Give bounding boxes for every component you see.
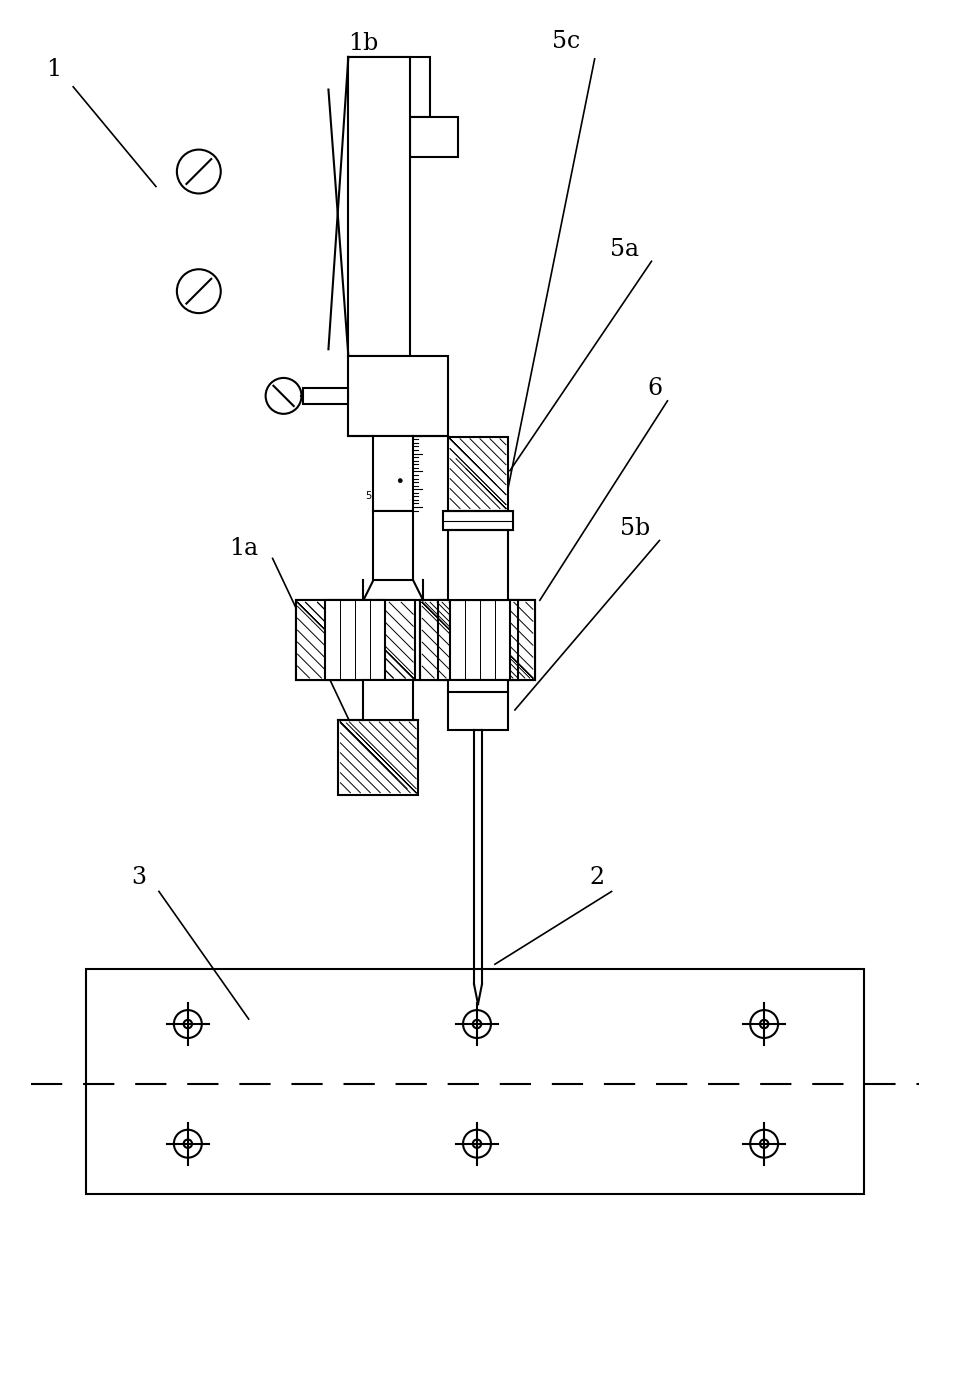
Bar	[295, 600, 535, 680]
Bar	[349, 57, 411, 355]
Bar	[86, 970, 864, 1193]
Bar	[448, 530, 508, 600]
Text: 3: 3	[131, 866, 146, 888]
Text: 5b: 5b	[620, 518, 649, 540]
Text: 5: 5	[365, 491, 371, 501]
Bar	[329, 0, 548, 41]
Bar	[438, 600, 518, 680]
Bar	[420, 600, 535, 680]
Bar	[411, 116, 458, 157]
Text: 1: 1	[46, 59, 61, 81]
Bar	[450, 600, 510, 680]
Text: 5c: 5c	[552, 31, 580, 53]
Text: 5a: 5a	[609, 238, 639, 260]
Text: 6: 6	[647, 378, 663, 400]
Bar	[349, 355, 448, 435]
Bar	[326, 600, 385, 680]
Bar	[373, 435, 414, 511]
Bar	[448, 436, 508, 511]
Text: 1a: 1a	[229, 537, 258, 560]
Bar	[448, 680, 508, 730]
Bar	[373, 511, 414, 581]
Bar	[349, 57, 430, 116]
Bar	[443, 511, 513, 530]
Bar	[338, 720, 418, 795]
Bar	[303, 388, 349, 404]
Circle shape	[398, 478, 402, 483]
Bar	[363, 680, 414, 720]
Text: 1b: 1b	[349, 32, 378, 56]
Bar	[295, 600, 415, 680]
Text: 2: 2	[589, 866, 605, 888]
